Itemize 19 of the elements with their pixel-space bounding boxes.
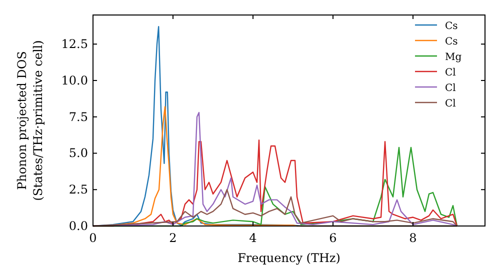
legend-label: Cs — [445, 21, 458, 32]
legend-label: Cl — [445, 83, 456, 94]
legend-label: Cs — [445, 36, 458, 48]
x-tick-label: 0 — [89, 231, 97, 245]
y-tick-label: 2.5 — [68, 182, 88, 197]
x-tick-label: 2 — [169, 231, 177, 245]
y-axis-title: Phonon projected DOS (States/THz·primitive cell) — [15, 40, 45, 201]
legend-label: Cl — [445, 98, 456, 110]
y-tick-label: 5.0 — [68, 146, 88, 160]
y-tick-label: 10.0 — [61, 73, 88, 88]
y-tick-label: 0.0 — [68, 219, 88, 233]
x-axis-title: Frequency (THz) — [238, 251, 340, 265]
legend-label: Cl — [445, 68, 456, 78]
legend-label: Mg — [445, 52, 462, 63]
x-tick-label: 6 — [329, 231, 337, 245]
x-tick-label: 8 — [409, 231, 417, 245]
y-tick-label: 7.5 — [68, 110, 88, 124]
x-tick-label: 4 — [249, 231, 258, 245]
y-tick-label: 12.5 — [61, 37, 88, 52]
